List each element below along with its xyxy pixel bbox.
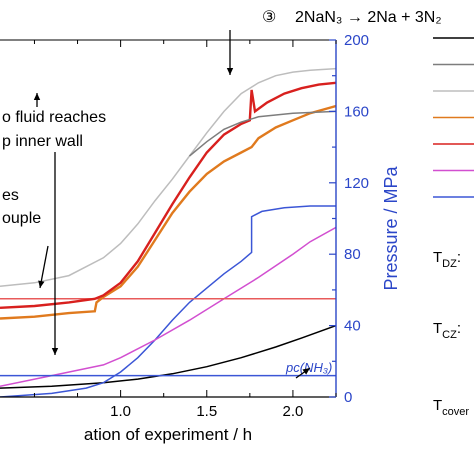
y-tick-label-right: 40 (344, 318, 361, 335)
reaction-text: 2NaN₃ → 2Na + 3N₂ (295, 9, 442, 26)
y-axis-title-right: Pressure / MPa (381, 165, 401, 290)
x-axis-title: ation of experiment / h (84, 425, 252, 444)
legend: TDZ: TCZ: Tcover (433, 37, 474, 418)
plot-area (0, 67, 336, 397)
legend-label: TCZ: (433, 320, 461, 341)
y-tick-label-right: 80 (344, 246, 361, 263)
pc-arrow-head (302, 368, 310, 375)
reaction-arrow-head (226, 68, 234, 75)
series-line-2 (0, 226, 336, 388)
thermocouple-annotation-line1: es (2, 187, 19, 204)
thermocouple-arrow-head (38, 280, 45, 288)
y-tick-label-right: 200 (344, 32, 369, 49)
thermocouple-annotation-line2: ouple (2, 210, 41, 227)
series-line-5 (0, 81, 336, 309)
y-tick-label-right: 120 (344, 175, 369, 192)
x-tick-label: 1.0 (110, 403, 131, 420)
axes: 1.0 1.5 2.0 ation of experiment / h 0 40 80 120… (0, 32, 401, 444)
series-line-6 (0, 67, 336, 288)
fluid-arrow-head (51, 348, 59, 355)
fluid-annotation-line2: p inner wall (2, 133, 83, 150)
x-tick-label: 1.5 (196, 403, 217, 420)
y-tick-label-right: 0 (344, 389, 352, 406)
x-tick-label: 2.0 (282, 403, 303, 420)
legend-label: Tcover (433, 397, 469, 418)
pc-nh3-label: pᴄ(NH₃) (285, 360, 332, 375)
fluid-annotation-line1: o fluid reaches (2, 109, 106, 126)
series-line-0 (0, 324, 336, 389)
y-tick-label-right: 160 (344, 103, 369, 120)
reaction-marker: ③ (262, 9, 276, 26)
annotations: ③ 2NaN₃ → 2Na + 3N₂ o fluid reaches p in… (2, 9, 442, 379)
fluid-arrow-stub-head (33, 93, 41, 100)
thermocouple-arrow (39, 245, 49, 289)
series-line-7 (189, 110, 336, 157)
legend-label: TDZ: (433, 249, 461, 270)
series-line-1 (0, 205, 336, 397)
series-line-4 (0, 104, 336, 320)
